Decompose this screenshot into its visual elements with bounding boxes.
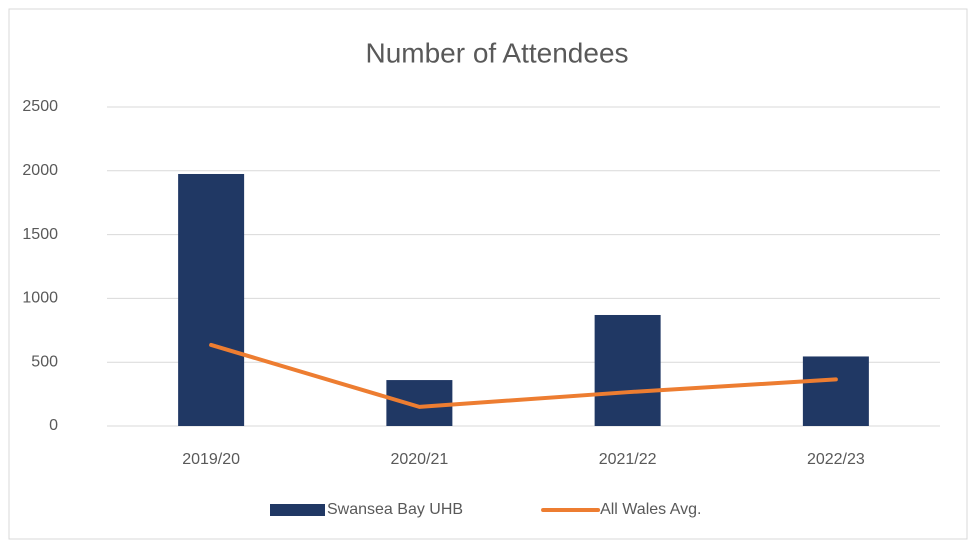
chart-title: Number of Attendees (365, 37, 628, 68)
chart-border (8, 8, 968, 540)
legend-label: All Wales Avg. (600, 501, 701, 518)
bar (802, 356, 869, 426)
bar (594, 314, 661, 426)
y-tick-label: 1000 (22, 290, 58, 307)
x-tick-label: 2020/21 (390, 451, 448, 468)
bar (178, 173, 245, 426)
y-tick-label: 500 (31, 353, 58, 370)
x-tick-label: 2022/23 (807, 451, 865, 468)
y-tick-label: 2500 (22, 98, 58, 115)
y-tick-label: 2000 (22, 162, 58, 179)
legend-swatch (270, 504, 325, 516)
x-tick-label: 2019/20 (182, 451, 240, 468)
x-tick-label: 2021/22 (599, 451, 657, 468)
bar (386, 380, 453, 426)
legend-label: Swansea Bay UHB (327, 501, 463, 518)
y-tick-label: 1500 (22, 226, 58, 243)
line (209, 342, 838, 409)
y-tick-label: 0 (49, 417, 58, 434)
